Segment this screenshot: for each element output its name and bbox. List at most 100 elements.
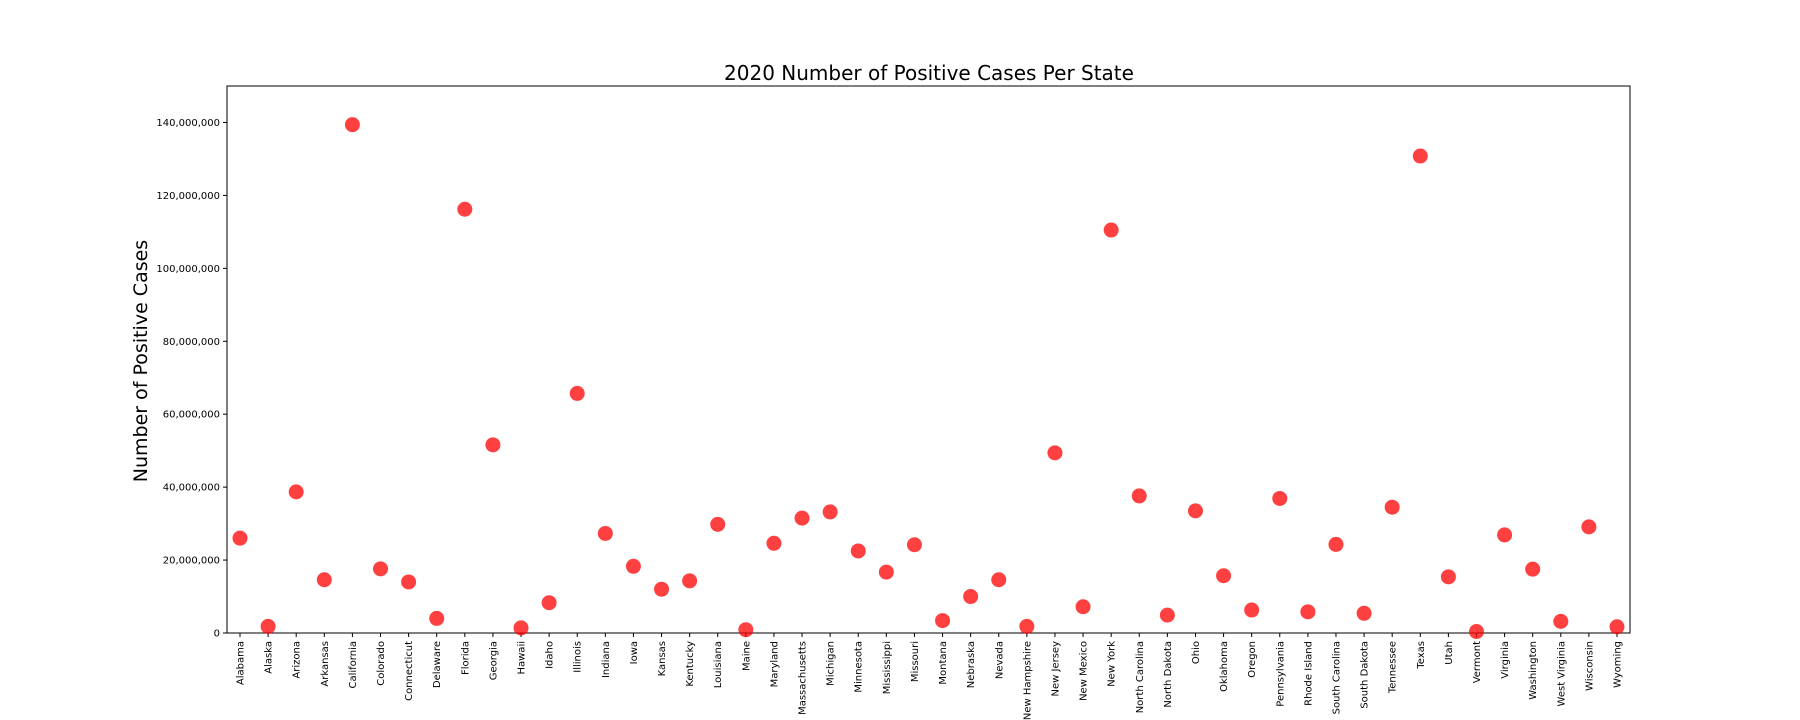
x-tick-label: Maine <box>741 641 752 671</box>
data-point <box>569 385 585 401</box>
x-tick-label: New Hampshire <box>1022 641 1033 720</box>
chart-title: 2020 Number of Positive Cases Per State <box>724 61 1134 85</box>
data-point <box>935 613 951 629</box>
plot-frame <box>226 85 1631 634</box>
x-tick-label: Indiana <box>601 641 612 678</box>
x-tick-label: Montana <box>938 641 949 685</box>
data-point <box>260 618 276 634</box>
data-point <box>316 572 332 588</box>
data-point <box>597 525 613 541</box>
x-tick-label: Colorado <box>376 641 387 686</box>
data-point <box>373 561 389 577</box>
data-point <box>513 620 529 636</box>
x-tick-label: Iowa <box>629 641 640 664</box>
x-tick-label: Alabama <box>236 641 247 685</box>
data-point <box>654 581 670 597</box>
data-point <box>625 558 641 574</box>
x-tick-label: Massachusetts <box>798 641 809 715</box>
data-point <box>1356 605 1372 621</box>
data-point <box>850 543 866 559</box>
y-tick-label: 0 <box>214 629 220 640</box>
data-point <box>1047 445 1063 461</box>
x-tick-label: South Dakota <box>1360 641 1371 709</box>
x-tick-label: Tennessee <box>1388 641 1399 694</box>
x-tick-label: Wisconsin <box>1584 641 1595 691</box>
x-tick-label: Oregon <box>1247 641 1258 678</box>
data-point <box>1244 602 1260 618</box>
data-point <box>1440 569 1456 585</box>
data-point <box>1075 599 1091 615</box>
x-tick-label: California <box>348 641 359 689</box>
x-tick-label: Hawaii <box>517 641 528 675</box>
data-point <box>1272 490 1288 506</box>
x-tick-label: Washington <box>1528 641 1539 700</box>
x-tick-label: Michigan <box>826 641 837 686</box>
y-tick-label: 100,000,000 <box>156 264 220 275</box>
data-point <box>738 622 754 638</box>
x-tick-label: Arizona <box>292 641 303 679</box>
y-tick-label: 120,000,000 <box>156 191 220 202</box>
data-point <box>794 510 810 526</box>
data-point <box>1581 519 1597 535</box>
x-tick-label: North Carolina <box>1135 641 1146 713</box>
data-point <box>429 610 445 626</box>
y-tick-label: 20,000,000 <box>163 556 220 567</box>
data-point <box>991 572 1007 588</box>
data-point <box>541 595 557 611</box>
data-point <box>1103 222 1119 238</box>
x-tick-label: Louisiana <box>713 641 724 688</box>
data-point <box>766 535 782 551</box>
x-tick-label: North Dakota <box>1163 641 1174 708</box>
data-point <box>401 574 417 590</box>
data-point <box>906 537 922 553</box>
data-point <box>710 516 726 532</box>
x-tick-label: Arkansas <box>320 641 331 687</box>
data-point <box>1019 618 1035 634</box>
data-point <box>1300 604 1316 620</box>
data-point <box>1131 488 1147 504</box>
x-tick-label: Ohio <box>1191 641 1202 664</box>
x-tick-label: Mississippi <box>882 641 893 694</box>
x-tick-label: Florida <box>460 641 471 675</box>
x-tick-label: Virginia <box>1500 641 1511 679</box>
x-tick-label: Nevada <box>994 641 1005 679</box>
x-tick-label: Idaho <box>545 641 556 669</box>
data-point <box>1412 148 1428 164</box>
x-tick-label: Missouri <box>910 641 921 682</box>
data-point <box>682 573 698 589</box>
x-tick-label: Pennsylvania <box>1275 641 1286 707</box>
x-tick-label: Kentucky <box>685 641 696 687</box>
data-point <box>1216 568 1232 584</box>
data-point <box>288 484 304 500</box>
data-point <box>878 564 894 580</box>
x-tick-label: Minnesota <box>854 641 865 693</box>
data-point <box>1553 613 1569 629</box>
x-tick-label: Alaska <box>264 641 275 674</box>
data-point <box>1468 624 1484 640</box>
data-point <box>344 117 360 133</box>
x-tick-label: South Carolina <box>1331 641 1342 714</box>
data-point <box>1497 527 1513 543</box>
data-point <box>1159 607 1175 623</box>
x-tick-label: Maryland <box>769 641 780 687</box>
y-axis-label: Number of Positive Cases <box>130 240 152 482</box>
data-point <box>457 201 473 217</box>
x-tick-label: Oklahoma <box>1219 641 1230 692</box>
y-tick-label: 60,000,000 <box>163 410 220 421</box>
x-tick-label: Nebraska <box>966 641 977 688</box>
x-tick-label: Rhode Island <box>1303 641 1314 706</box>
x-tick-label: Georgia <box>488 641 499 680</box>
data-point <box>1187 503 1203 519</box>
data-point <box>1328 536 1344 552</box>
x-tick-label: West Virginia <box>1556 641 1567 706</box>
x-tick-label: Kansas <box>657 641 668 676</box>
y-tick-label: 80,000,000 <box>163 337 220 348</box>
x-tick-label: Vermont <box>1472 641 1483 683</box>
data-point <box>232 530 248 546</box>
data-point <box>1609 619 1625 635</box>
x-tick-label: Delaware <box>432 641 443 688</box>
x-tick-label: Utah <box>1444 641 1455 665</box>
data-point <box>1384 499 1400 515</box>
plot-area: 0 20,000,000 40,000,000 60,000,000 80,000,00… <box>156 85 1631 720</box>
